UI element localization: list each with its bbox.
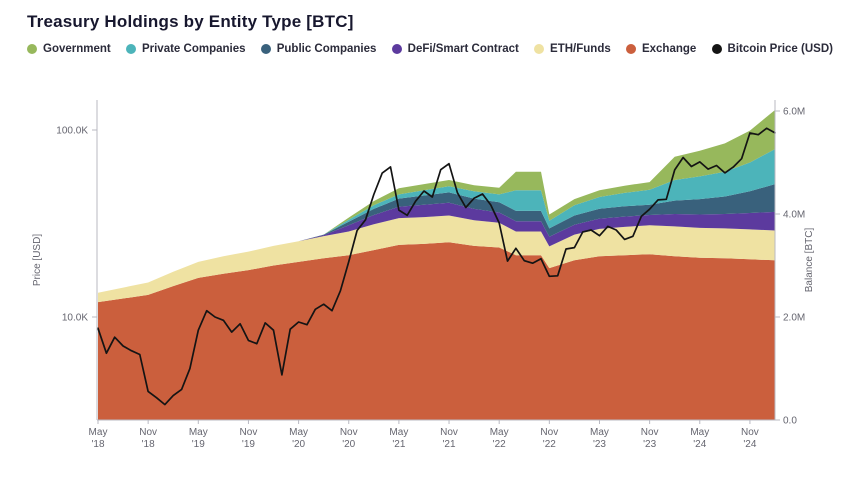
x-tick-label-year: '20 <box>342 439 355 450</box>
legend-label: Public Companies <box>276 43 377 55</box>
area-exchange <box>98 242 775 420</box>
x-tick-label: Nov <box>540 427 558 438</box>
left-axis-title: Price [USD] <box>32 234 43 286</box>
x-tick-label-year: '22 <box>543 439 556 450</box>
x-tick-label: May <box>389 427 408 438</box>
x-tick-label-year: '19 <box>242 439 255 450</box>
x-tick-label-year: '23 <box>593 439 606 450</box>
area-defi-smart-contract <box>98 202 775 293</box>
x-tick-label: May <box>89 427 108 438</box>
area-public-companies <box>98 184 775 293</box>
x-tick-label-year: '23 <box>643 439 656 450</box>
x-tick-label-year: '24 <box>743 439 756 450</box>
x-tick-label: May <box>189 427 208 438</box>
treasury-chart-svg: 100.0K10.0K6.0M4.0M2.0M0.0May'18Nov'18Ma… <box>32 100 815 450</box>
legend-swatch-exchange-icon <box>625 44 636 54</box>
right-tick-label: 2.0M <box>783 313 805 324</box>
legend-swatch-public-companies-icon <box>260 44 271 54</box>
left-tick-label: 10.0K <box>62 313 88 324</box>
legend-item-bitcoin-price-usd[interactable]: Bitcoin Price (USD) <box>711 43 833 55</box>
legend-swatch-eth-funds-icon <box>534 44 545 54</box>
x-tick-label: Nov <box>340 427 358 438</box>
legend: Government Private Companies Public Compan… <box>27 42 833 56</box>
page-title: Treasury Holdings by Entity Type [BTC] <box>27 12 354 31</box>
right-tick-label: 6.0M <box>783 107 805 118</box>
right-tick-label: 4.0M <box>783 210 805 221</box>
right-tick-label: 0.0 <box>783 416 797 427</box>
legend-label: Government <box>43 43 111 55</box>
x-tick-label: May <box>590 427 609 438</box>
x-tick-label: May <box>289 427 308 438</box>
x-tick-label-year: '21 <box>392 439 405 450</box>
x-tick-label: Nov <box>139 427 157 438</box>
x-tick-label-year: '18 <box>142 439 155 450</box>
bitcoin-price-line <box>97 127 776 406</box>
legend-item-exchange[interactable]: Exchange <box>625 43 697 55</box>
x-tick-label-year: '18 <box>91 439 104 450</box>
treasury-holdings-page: Treasury Holdings by Entity Type [BTC] G… <box>0 12 860 469</box>
x-tick-label-year: '19 <box>192 439 205 450</box>
x-tick-label-year: '20 <box>292 439 305 450</box>
legend-label: Exchange <box>641 43 697 55</box>
x-tick-label: May <box>490 427 509 438</box>
legend-swatch-government-icon <box>27 44 37 54</box>
legend-label: Private Companies <box>141 43 246 55</box>
right-axis-title: Balance [BTC] <box>804 228 815 293</box>
x-tick-label: Nov <box>741 427 759 438</box>
x-tick-label: May <box>690 427 709 438</box>
legend-swatch-bitcoin-price-usd-icon <box>711 44 722 54</box>
legend-item-private-companies[interactable]: Private Companies <box>125 43 246 55</box>
legend-label: DeFi/Smart Contract <box>407 43 519 55</box>
legend-label: Bitcoin Price (USD) <box>727 43 833 55</box>
legend-item-public-companies[interactable]: Public Companies <box>260 43 377 55</box>
x-tick-label-year: '24 <box>693 439 706 450</box>
legend-item-eth-funds[interactable]: ETH/Funds <box>534 43 611 55</box>
area-eth-funds <box>98 215 775 303</box>
legend-item-defi-smart-contract[interactable]: DeFi/Smart Contract <box>391 43 519 55</box>
legend-swatch-private-companies-icon <box>125 44 136 54</box>
legend-item-government[interactable]: Government <box>27 43 111 55</box>
left-tick-label: 100.0K <box>56 126 88 137</box>
x-tick-label-year: '21 <box>443 439 456 450</box>
x-tick-label: Nov <box>440 427 458 438</box>
x-tick-label: Nov <box>641 427 659 438</box>
x-tick-label: Nov <box>240 427 258 438</box>
legend-label: ETH/Funds <box>550 43 611 55</box>
x-tick-label-year: '22 <box>493 439 506 450</box>
legend-swatch-defi-smart-contract-icon <box>391 44 402 54</box>
